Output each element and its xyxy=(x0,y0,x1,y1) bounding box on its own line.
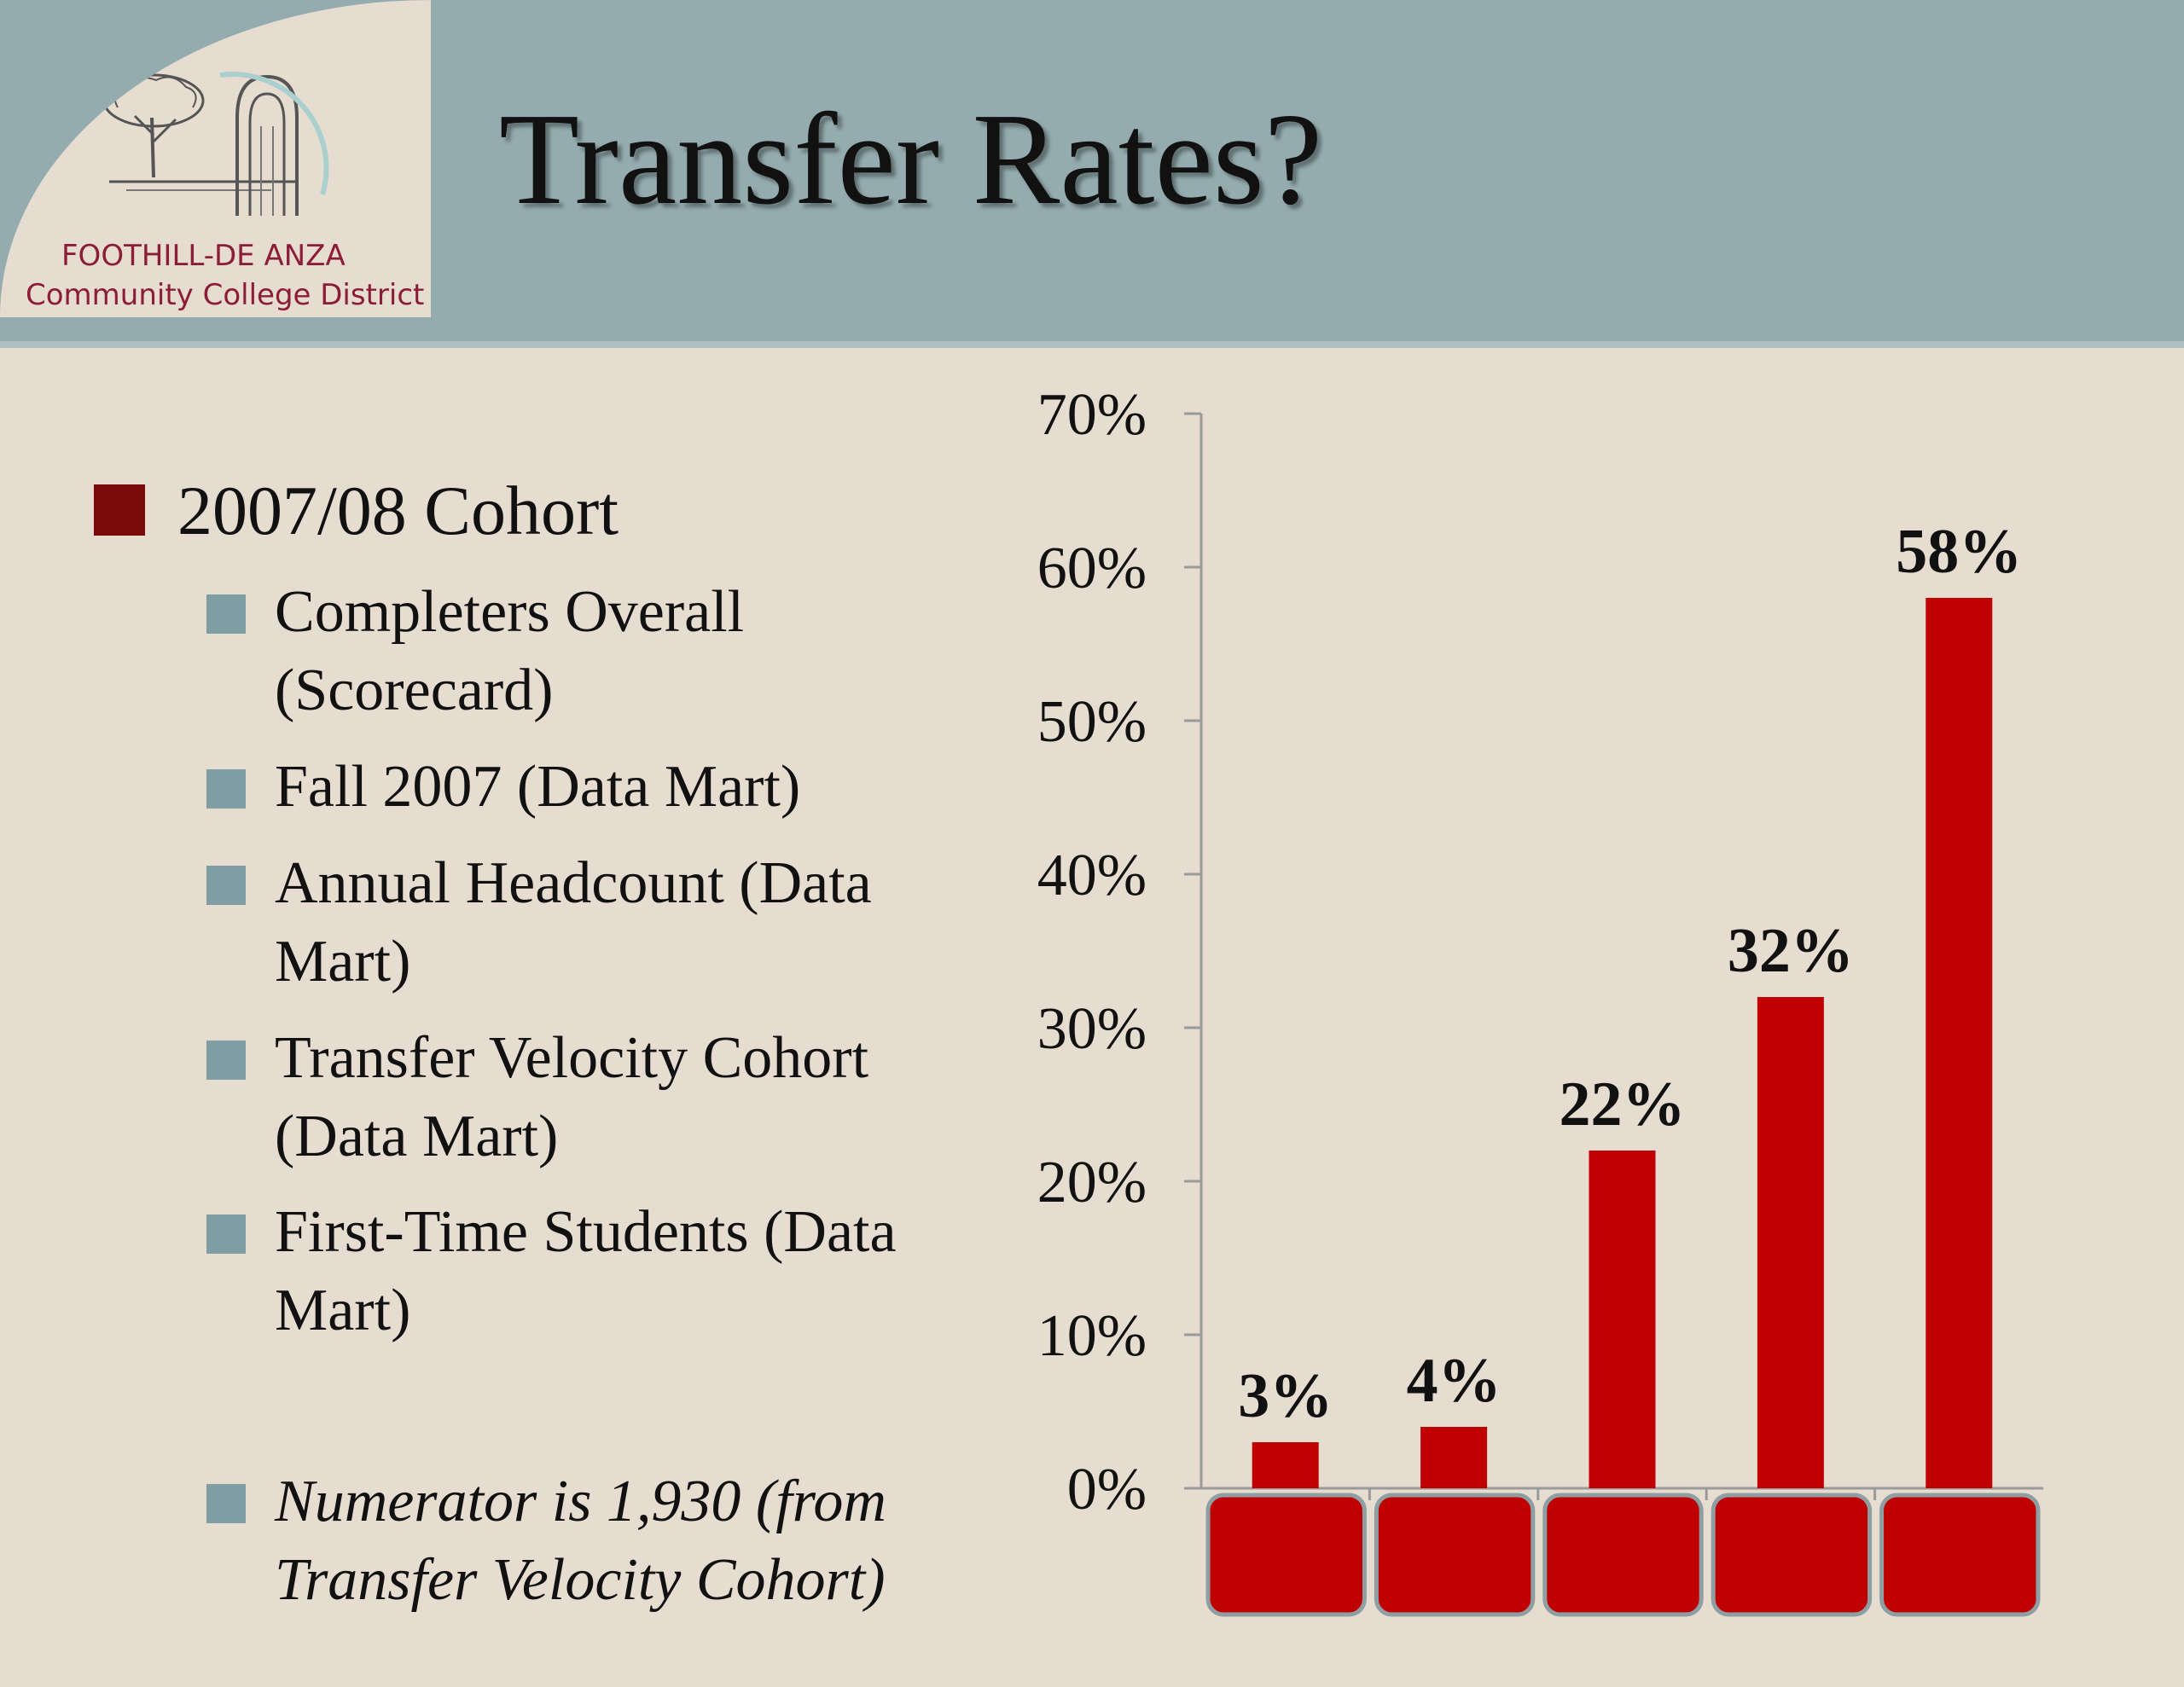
y-tick-label: 20% xyxy=(1037,1150,1147,1215)
bar-data-label: 22% xyxy=(1560,1070,1686,1139)
y-tick-label: 50% xyxy=(1037,689,1147,755)
sub-bullet-square-icon xyxy=(206,594,246,634)
category-label-box xyxy=(1205,1493,1367,1617)
y-tick-label: 0% xyxy=(1067,1457,1147,1522)
bar xyxy=(1589,1151,1656,1488)
category-label-box xyxy=(1374,1493,1536,1617)
sub-bullet-text: Completers Overall (Scorecard) xyxy=(275,573,744,730)
logo-text-district-name: FOOTHILL-DE ANZA xyxy=(61,239,346,273)
bar-data-label: 3% xyxy=(1238,1361,1333,1431)
category-label-box xyxy=(1711,1493,1873,1617)
sub-bullet-line: (Data Mart) xyxy=(275,1104,559,1169)
sub-bullet-line: Annual Headcount (Data xyxy=(275,850,872,916)
note-text: Numerator is 1,930 (from Transfer Veloci… xyxy=(275,1463,886,1620)
bullet-heading: 2007/08 Cohort xyxy=(177,472,619,549)
bar xyxy=(1420,1427,1488,1488)
logo-tree-arch-icon xyxy=(102,72,329,216)
bar-data-label: 58% xyxy=(1896,517,2022,587)
sub-bullet-line: Mart) xyxy=(275,929,411,994)
sub-bullet-line: Transfer Velocity Cohort xyxy=(275,1025,869,1091)
sub-bullet-square-icon xyxy=(206,1041,246,1080)
note-line: Transfer Velocity Cohort) xyxy=(275,1547,886,1613)
bar xyxy=(1926,598,1993,1488)
note-line: Numerator is 1,930 (from xyxy=(275,1469,886,1534)
sub-bullet-line: Fall 2007 (Data Mart) xyxy=(275,754,801,820)
y-tick-label: 30% xyxy=(1037,996,1147,1062)
sub-bullet-square-icon xyxy=(206,1484,246,1523)
y-tick-label: 40% xyxy=(1037,843,1147,908)
bar-data-label: 32% xyxy=(1728,916,1854,986)
y-tick-label: 10% xyxy=(1037,1303,1147,1369)
logo-panel: FOOTHILL-DE ANZA Community College Distr… xyxy=(0,0,431,317)
category-label-box xyxy=(1542,1493,1704,1617)
sub-bullet-text: Annual Headcount (Data Mart) xyxy=(275,844,872,1001)
y-tick-label: 70% xyxy=(1037,382,1147,448)
sub-bullet-line: First-Time Students (Data xyxy=(275,1199,897,1265)
sub-bullet-square-icon xyxy=(206,866,246,905)
sub-bullet-line: (Scorecard) xyxy=(275,658,554,723)
sub-bullet-square-icon xyxy=(206,1215,246,1254)
sub-bullet-line: Completers Overall xyxy=(275,579,745,645)
header-divider xyxy=(0,341,2184,348)
logo-text-district-subtitle: Community College District xyxy=(26,278,425,312)
bar xyxy=(1757,997,1824,1488)
sub-bullet-text: Fall 2007 (Data Mart) xyxy=(275,748,800,826)
page-title: Transfer Rates? xyxy=(499,87,1323,232)
sub-bullet-text: Transfer Velocity Cohort (Data Mart) xyxy=(275,1019,868,1176)
bullet-square-icon xyxy=(94,484,145,536)
sub-bullet-line: Mart) xyxy=(275,1278,411,1343)
sub-bullet-square-icon xyxy=(206,769,246,809)
bar-data-label: 4% xyxy=(1407,1346,1502,1416)
y-tick-label: 60% xyxy=(1037,536,1147,601)
bar xyxy=(1252,1442,1319,1488)
sub-bullet-text: First-Time Students (Data Mart) xyxy=(275,1193,897,1350)
category-label-box xyxy=(1879,1493,2041,1617)
